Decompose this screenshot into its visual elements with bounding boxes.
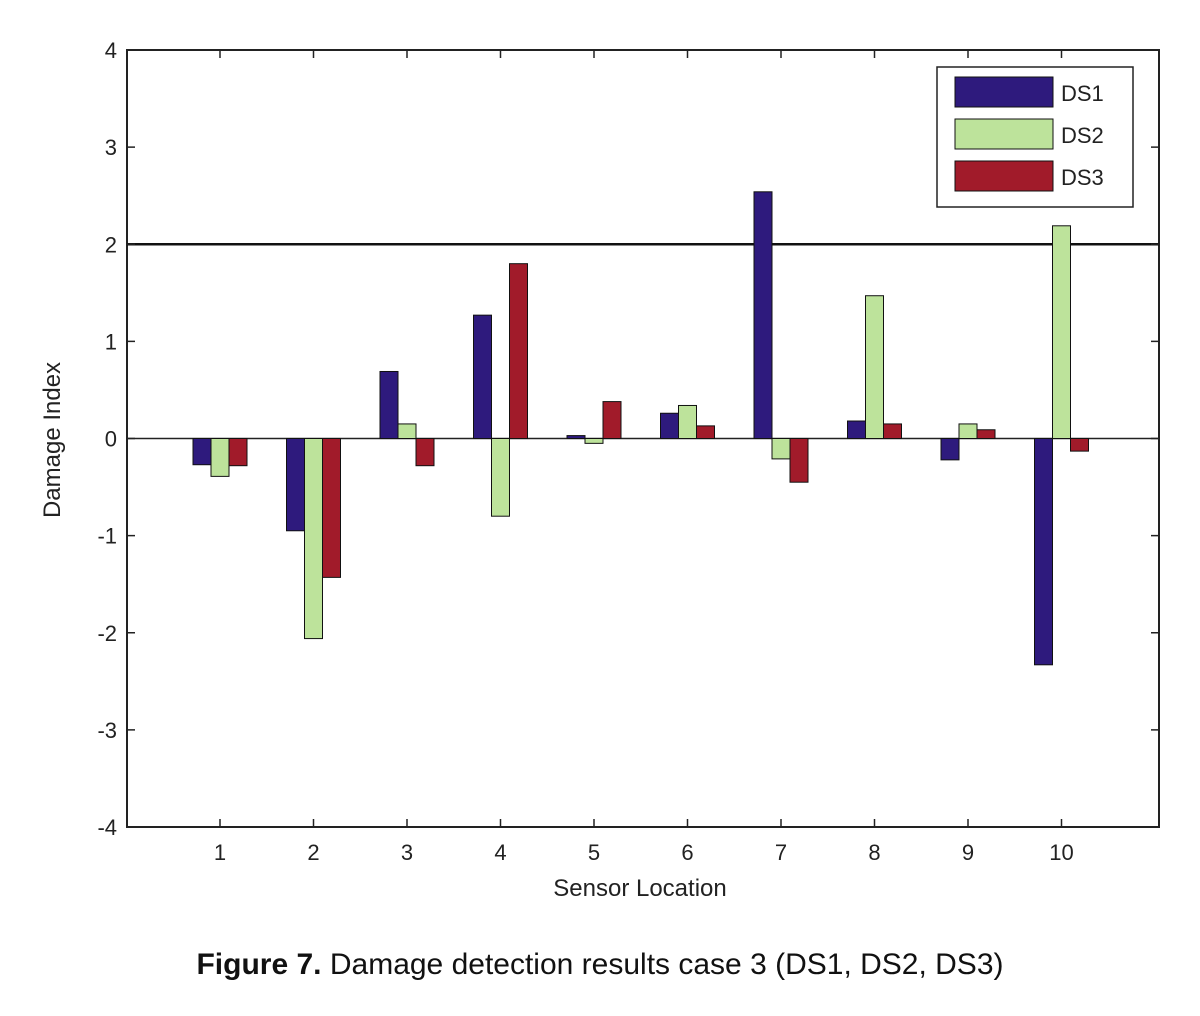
bar-ds3-sensor-5 bbox=[602, 401, 622, 439]
x-tick-label: 1 bbox=[214, 840, 226, 865]
x-tick-label: 9 bbox=[962, 840, 974, 865]
y-tick-label: 4 bbox=[105, 38, 117, 63]
x-tick-label: 7 bbox=[775, 840, 787, 865]
x-tick-label: 10 bbox=[1049, 840, 1073, 865]
bar-ds2-sensor-7 bbox=[771, 438, 791, 460]
bar-ds2-sensor-6 bbox=[678, 404, 697, 440]
bar-ds3-sensor-8 bbox=[883, 423, 902, 439]
bar-ds2-sensor-9 bbox=[958, 423, 978, 439]
bar-ds1-sensor-5 bbox=[566, 435, 586, 439]
x-tick-label: 6 bbox=[681, 840, 693, 865]
bar-ds3-sensor-2 bbox=[322, 438, 341, 578]
legend-label-ds3: DS3 bbox=[1061, 165, 1104, 190]
bar-ds1-sensor-8 bbox=[847, 420, 866, 439]
legend-label-ds2: DS2 bbox=[1061, 123, 1104, 148]
legend-label-ds1: DS1 bbox=[1061, 81, 1104, 106]
caption-text: Damage detection results case 3 (DS1, DS… bbox=[321, 948, 1004, 981]
x-tick-label: 5 bbox=[588, 840, 600, 865]
bar-ds3-sensor-7 bbox=[789, 438, 809, 483]
y-axis-label: Damage Index bbox=[39, 362, 66, 518]
y-tick-label: 3 bbox=[105, 135, 117, 160]
x-tick-label: 3 bbox=[401, 840, 413, 865]
x-tick-label: 2 bbox=[307, 840, 319, 865]
x-tick-label: 8 bbox=[868, 840, 880, 865]
bar-ds2-sensor-1 bbox=[210, 438, 230, 477]
bar-ds1-sensor-2 bbox=[286, 438, 305, 532]
legend-swatch-ds3 bbox=[954, 160, 1054, 192]
bar-ds3-sensor-9 bbox=[976, 429, 996, 440]
y-tick-label: -2 bbox=[97, 621, 117, 646]
bar-ds3-sensor-6 bbox=[696, 425, 715, 439]
bar-ds2-sensor-3 bbox=[397, 423, 417, 439]
bar-ds1-sensor-6 bbox=[660, 412, 679, 439]
bar-ds2-sensor-5 bbox=[584, 438, 604, 444]
bar-ds2-sensor-8 bbox=[865, 295, 884, 439]
y-tick-label: 0 bbox=[105, 427, 117, 452]
bar-ds1-sensor-10 bbox=[1034, 438, 1053, 666]
x-axis-label: Sensor Location bbox=[553, 875, 726, 902]
legend-swatch-ds2 bbox=[954, 118, 1054, 150]
y-tick-label: -1 bbox=[97, 524, 117, 549]
bar-ds3-sensor-1 bbox=[228, 438, 248, 467]
bar-ds2-sensor-4 bbox=[491, 438, 510, 517]
bar-ds3-sensor-3 bbox=[415, 438, 435, 467]
bar-ds1-sensor-9 bbox=[940, 438, 960, 461]
bar-ds1-sensor-1 bbox=[192, 438, 212, 466]
bar-ds3-sensor-10 bbox=[1070, 438, 1089, 452]
figure-caption: Figure 7. Damage detection results case … bbox=[0, 948, 1200, 982]
bar-ds1-sensor-3 bbox=[379, 370, 399, 440]
x-tick-label: 4 bbox=[494, 840, 506, 865]
bar-ds2-sensor-10 bbox=[1052, 225, 1071, 439]
bar-ds1-sensor-7 bbox=[753, 191, 773, 439]
y-tick-label: 2 bbox=[105, 232, 117, 257]
bar-ds2-sensor-2 bbox=[304, 438, 323, 640]
y-tick-label: -4 bbox=[97, 815, 117, 840]
bar-ds1-sensor-4 bbox=[473, 314, 492, 439]
caption-label: Figure 7. bbox=[196, 948, 322, 981]
legend-swatch-ds1 bbox=[954, 76, 1054, 108]
y-tick-label: -3 bbox=[97, 718, 117, 743]
bar-ds3-sensor-4 bbox=[509, 263, 528, 439]
y-tick-label: 1 bbox=[105, 329, 117, 354]
